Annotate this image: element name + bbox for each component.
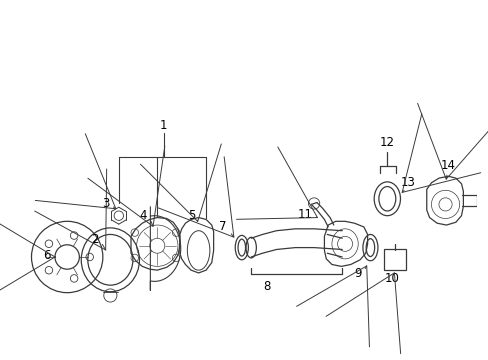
Text: 14: 14 xyxy=(440,159,455,172)
Text: 6: 6 xyxy=(42,249,50,262)
Text: 10: 10 xyxy=(384,272,399,285)
Text: 11: 11 xyxy=(298,208,312,221)
Text: 5: 5 xyxy=(188,209,195,222)
Text: 3: 3 xyxy=(102,197,109,210)
Text: 9: 9 xyxy=(354,267,361,280)
Text: 4: 4 xyxy=(139,209,147,222)
Text: 13: 13 xyxy=(400,176,415,189)
Text: 7: 7 xyxy=(219,220,226,233)
Text: 12: 12 xyxy=(379,136,394,149)
Text: 1: 1 xyxy=(160,119,167,132)
Text: 8: 8 xyxy=(263,280,270,293)
Text: 2: 2 xyxy=(91,233,99,246)
